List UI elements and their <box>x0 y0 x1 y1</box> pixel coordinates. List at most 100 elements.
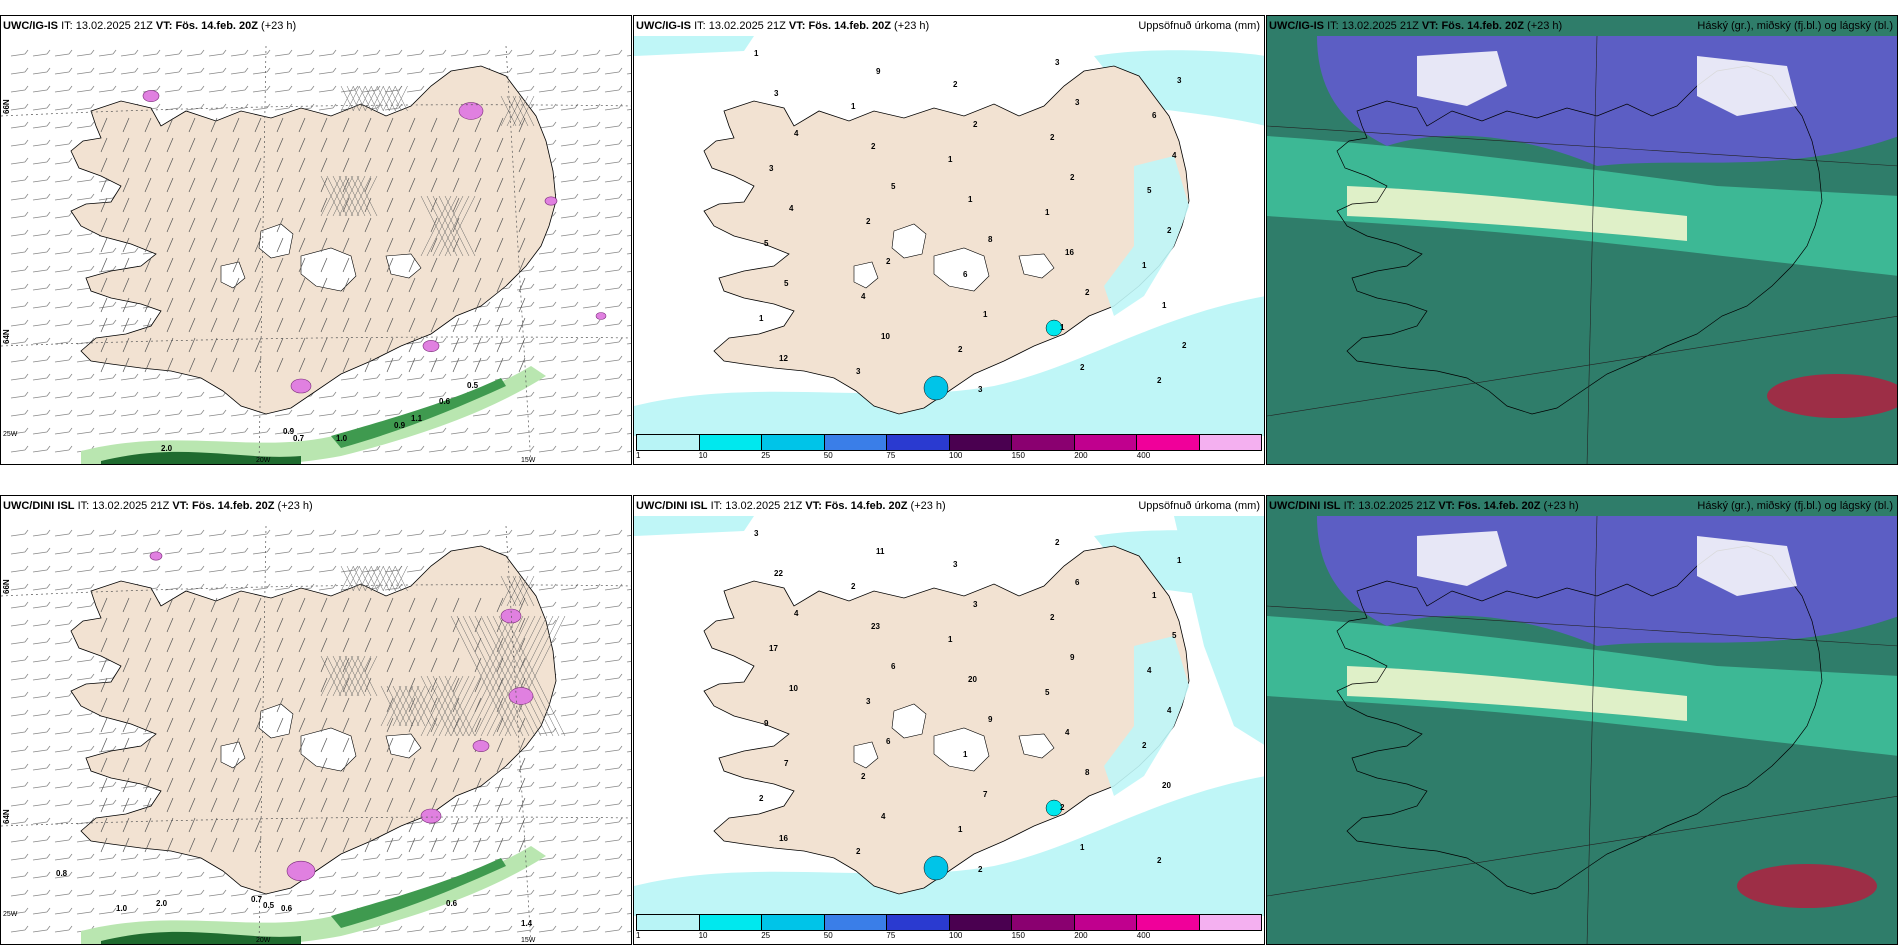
wind-barb <box>10 763 29 771</box>
wind-barb <box>626 91 631 93</box>
wind-barb <box>252 907 271 915</box>
wind-barb <box>98 565 117 573</box>
wind-barb <box>342 817 350 833</box>
wind-barb <box>166 597 174 613</box>
wind-barb <box>560 157 579 165</box>
wind-barb <box>164 49 183 57</box>
wind-barb <box>164 907 183 915</box>
wind-barb <box>582 373 601 381</box>
wind-barb <box>10 529 29 537</box>
wind-barb <box>560 67 579 75</box>
wind-barb <box>10 907 29 915</box>
precip-value: 10 <box>881 332 890 341</box>
wind-barb <box>210 757 218 773</box>
wind-barb <box>408 237 416 253</box>
wind-barb <box>626 325 631 327</box>
wind-barb <box>582 301 601 309</box>
precip-area <box>1104 636 1189 796</box>
icing-area <box>142 90 160 102</box>
panel-header: UWC/DINI ISL IT: 13.02.2025 21Z VT: Fös.… <box>3 500 313 512</box>
wind-barb <box>318 583 337 591</box>
wind-barb <box>582 745 601 753</box>
wind-barb <box>10 709 29 717</box>
wind-barb <box>188 597 196 613</box>
wind-barb <box>144 337 152 353</box>
wind-barb <box>186 103 205 111</box>
wind-barb <box>254 217 262 233</box>
glacier <box>300 247 357 292</box>
wind-barb <box>166 657 174 673</box>
wind-barb <box>276 777 284 793</box>
land <box>703 65 1190 415</box>
wind-barb <box>122 597 130 613</box>
wind-barb <box>32 547 51 555</box>
wind-barb <box>98 301 117 309</box>
precip-value: 2 <box>1070 173 1075 182</box>
lat-label: 64N <box>2 329 11 344</box>
wind-barb <box>384 889 403 897</box>
wind-barb <box>472 853 491 861</box>
wind-barb <box>386 737 394 753</box>
wind-barb <box>626 199 631 201</box>
wind-barb <box>450 925 469 933</box>
wind-barb <box>560 121 579 129</box>
wind-barb <box>582 427 601 435</box>
hatch-area <box>380 685 438 727</box>
wind-barb <box>364 157 372 173</box>
wind-barb <box>582 835 601 843</box>
wind-barb <box>364 637 372 653</box>
wind-barb <box>538 601 557 609</box>
wind-barb <box>230 49 249 57</box>
wind-barb <box>362 373 381 381</box>
wind-barb <box>626 397 631 399</box>
wind-barb <box>144 177 152 193</box>
wind-barb <box>518 637 526 653</box>
wind-barb <box>408 657 416 673</box>
wind-barb <box>230 547 249 555</box>
wind-barb <box>450 799 469 807</box>
wind-barb <box>76 655 95 663</box>
legend-color <box>1012 915 1075 930</box>
wind-barb <box>362 853 381 861</box>
wind-barb <box>232 177 240 193</box>
wind-barb <box>342 117 350 133</box>
wind-barb <box>54 229 73 237</box>
wind-barb <box>406 85 425 93</box>
wind-barb <box>144 117 152 133</box>
precip-value: 2 <box>1142 741 1147 750</box>
wind-barb <box>494 529 513 537</box>
wind-barb <box>604 283 623 291</box>
wind-barb <box>10 49 29 57</box>
wind-barb <box>386 297 394 313</box>
wind-barb <box>166 177 174 193</box>
wind-barb <box>274 547 293 555</box>
wind-barb <box>560 853 579 861</box>
precip-value: 5 <box>1045 688 1050 697</box>
wind-barb <box>430 137 438 153</box>
wind-barb <box>582 193 601 201</box>
wind-barb <box>364 597 372 613</box>
wind-barb <box>452 637 460 653</box>
land <box>70 65 557 415</box>
wind-barb <box>340 889 359 897</box>
wind-barb <box>496 737 504 753</box>
wind-barb <box>54 637 73 645</box>
wind-barb <box>516 355 535 363</box>
wind-barb <box>208 547 227 555</box>
wind-barb <box>604 853 623 861</box>
wind-barb <box>32 529 51 537</box>
wind-barb <box>384 391 403 399</box>
wind-barb <box>232 717 240 733</box>
wind-barb <box>298 817 306 833</box>
wind-barb <box>430 277 438 293</box>
wind-barb <box>472 355 491 363</box>
wind-barb <box>474 657 482 673</box>
wind-barb <box>582 889 601 897</box>
icing-area <box>290 378 312 394</box>
wind-barb <box>582 619 601 627</box>
wind-barb <box>232 697 240 713</box>
wind-barb <box>582 691 601 699</box>
wind-barb <box>186 49 205 57</box>
wind-barb <box>252 49 271 57</box>
wind-barb <box>604 193 623 201</box>
